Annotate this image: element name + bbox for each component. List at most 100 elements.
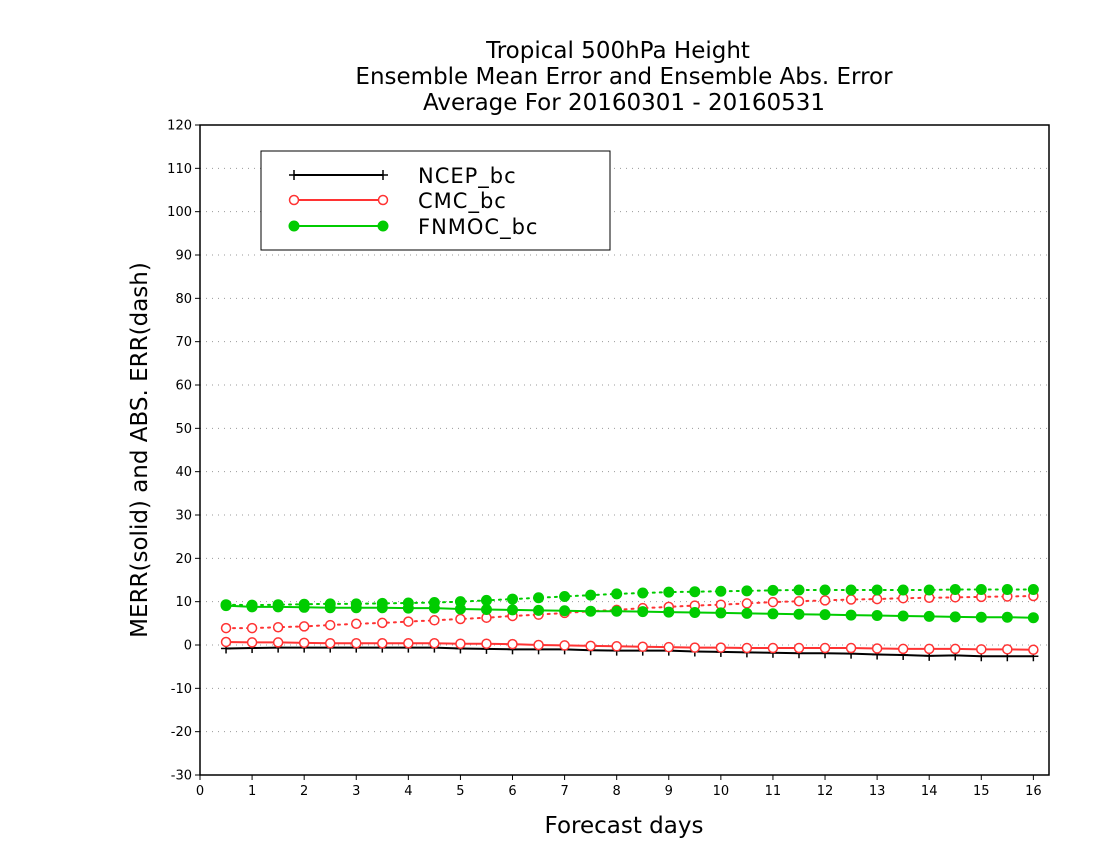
cmc-merr-point	[507, 638, 518, 650]
fnmoc-abs-err-point	[533, 592, 545, 604]
x-tick-label-11: 11	[765, 784, 782, 799]
x-tick-label-6: 6	[508, 784, 516, 799]
x-tick-label-10: 10	[713, 784, 730, 799]
x-tick-label-0: 0	[196, 784, 204, 799]
cmc-abs-err-point	[429, 615, 440, 626]
legend-marker-ncep	[378, 170, 388, 180]
x-tick-label-8: 8	[613, 784, 621, 799]
fnmoc-merr-point	[272, 601, 284, 613]
cmc-merr-point	[403, 638, 414, 649]
cmc-merr-point	[819, 642, 831, 654]
x-tick-label-15: 15	[973, 784, 990, 799]
cmc-merr-point	[949, 643, 961, 655]
fnmoc-merr-point	[480, 603, 492, 615]
cmc-abs-err-point	[767, 596, 779, 608]
cmc-merr-point	[637, 641, 648, 652]
fnmoc-abs-err-point	[507, 593, 519, 605]
cmc-abs-err-point	[220, 622, 232, 634]
fnmoc-merr-line	[225, 604, 1034, 619]
fnmoc-merr-point	[428, 602, 440, 614]
cmc-merr-point	[585, 640, 596, 652]
cmc-abs-err-point	[741, 598, 753, 609]
legend-marker-fnmoc	[377, 220, 389, 232]
fnmoc-merr-point	[819, 609, 831, 621]
chart-title-line-1: Tropical 500hPa Height	[485, 38, 750, 64]
fnmoc-merr-point	[1001, 611, 1013, 623]
fnmoc-merr-point	[298, 601, 310, 613]
cmc-merr-point	[767, 642, 779, 654]
fnmoc-merr-point	[533, 604, 545, 616]
y-tick-label-80: 80	[175, 292, 192, 307]
y-tick-label-50: 50	[175, 422, 192, 437]
cmc-merr-point	[324, 638, 336, 649]
y-tick-label-10: 10	[175, 595, 192, 610]
fnmoc-merr-point	[923, 610, 935, 622]
y-tick-label-100: 100	[167, 205, 192, 220]
cmc-abs-err-point	[272, 621, 284, 633]
fnmoc-abs-err-point	[611, 588, 623, 600]
fnmoc-abs-err-point	[559, 590, 571, 602]
fnmoc-abs-err-point	[767, 584, 779, 596]
fnmoc-merr-point	[350, 602, 362, 614]
x-tick-label-1: 1	[248, 784, 256, 799]
fnmoc-merr-point	[246, 601, 258, 613]
cmc-abs-err-point	[845, 594, 857, 605]
fnmoc-merr-point	[637, 606, 649, 618]
y-tick-label--30: -30	[171, 769, 192, 784]
fnmoc-merr-point	[507, 604, 519, 616]
fnmoc-abs-err-point	[1027, 584, 1039, 596]
cmc-merr-point	[1002, 644, 1013, 655]
y-tick-label-120: 120	[167, 119, 192, 134]
fnmoc-abs-err-point	[689, 586, 701, 598]
cmc-abs-err-point	[455, 613, 466, 625]
x-tick-label-4: 4	[404, 784, 412, 799]
cmc-abs-err-point	[246, 622, 258, 634]
y-axis-title: MERR(solid) and ABS. ERR(dash)	[127, 262, 153, 638]
cmc-abs-err-point	[403, 616, 414, 627]
cmc-merr-point	[793, 642, 805, 654]
legend: NCEP_bc CMC_bc FNMOC_bc	[260, 150, 611, 251]
fnmoc-abs-err-point	[741, 585, 753, 597]
cmc-merr-point	[351, 638, 362, 649]
legend-marker-cmc	[288, 194, 300, 206]
y-tick-label-0: 0	[184, 639, 192, 654]
fnmoc-merr-point	[585, 605, 597, 617]
cmc-merr-point	[246, 637, 258, 648]
fnmoc-merr-point	[741, 607, 753, 619]
fnmoc-merr-point	[454, 603, 466, 615]
legend-marker-cmc	[377, 194, 389, 206]
chart-title-line-3: Average For 20160301 - 20160531	[423, 90, 825, 116]
fnmoc-merr-point	[949, 611, 961, 623]
fnmoc-abs-err-point	[480, 594, 492, 606]
cmc-merr-point	[715, 642, 727, 653]
cmc-abs-err-point	[377, 617, 388, 629]
x-tick-label-13: 13	[869, 784, 886, 799]
fnmoc-abs-err-point	[923, 584, 935, 596]
y-tick-label-30: 30	[175, 509, 192, 524]
series-layer	[220, 584, 1039, 662]
fnmoc-abs-err-point	[819, 584, 831, 596]
cmc-merr-point	[897, 643, 909, 655]
cmc-abs-err-point	[298, 621, 310, 632]
fnmoc-merr-point	[402, 602, 414, 614]
cmc-merr-point	[377, 638, 388, 649]
fnmoc-merr-point	[220, 600, 232, 612]
legend-marker-ncep	[289, 170, 299, 180]
y-tick-label-90: 90	[175, 249, 192, 264]
y-tick-label-110: 110	[167, 162, 192, 177]
cmc-merr-point	[976, 644, 987, 655]
fnmoc-merr-point	[376, 602, 388, 614]
fnmoc-abs-err-point	[585, 589, 597, 601]
cmc-abs-err-point	[793, 595, 805, 607]
legend-label-ncep: NCEP_bc	[418, 164, 517, 189]
x-tick-label-5: 5	[456, 784, 464, 799]
y-tick-label--10: -10	[171, 682, 192, 697]
y-tick-label-70: 70	[175, 335, 192, 350]
cmc-abs-err-point	[351, 618, 362, 630]
cmc-merr-point	[481, 638, 492, 649]
cmc-merr-point	[845, 642, 857, 654]
y-tick-label-60: 60	[175, 379, 192, 394]
x-tick-label-12: 12	[817, 784, 834, 799]
cmc-merr-point	[429, 638, 440, 649]
